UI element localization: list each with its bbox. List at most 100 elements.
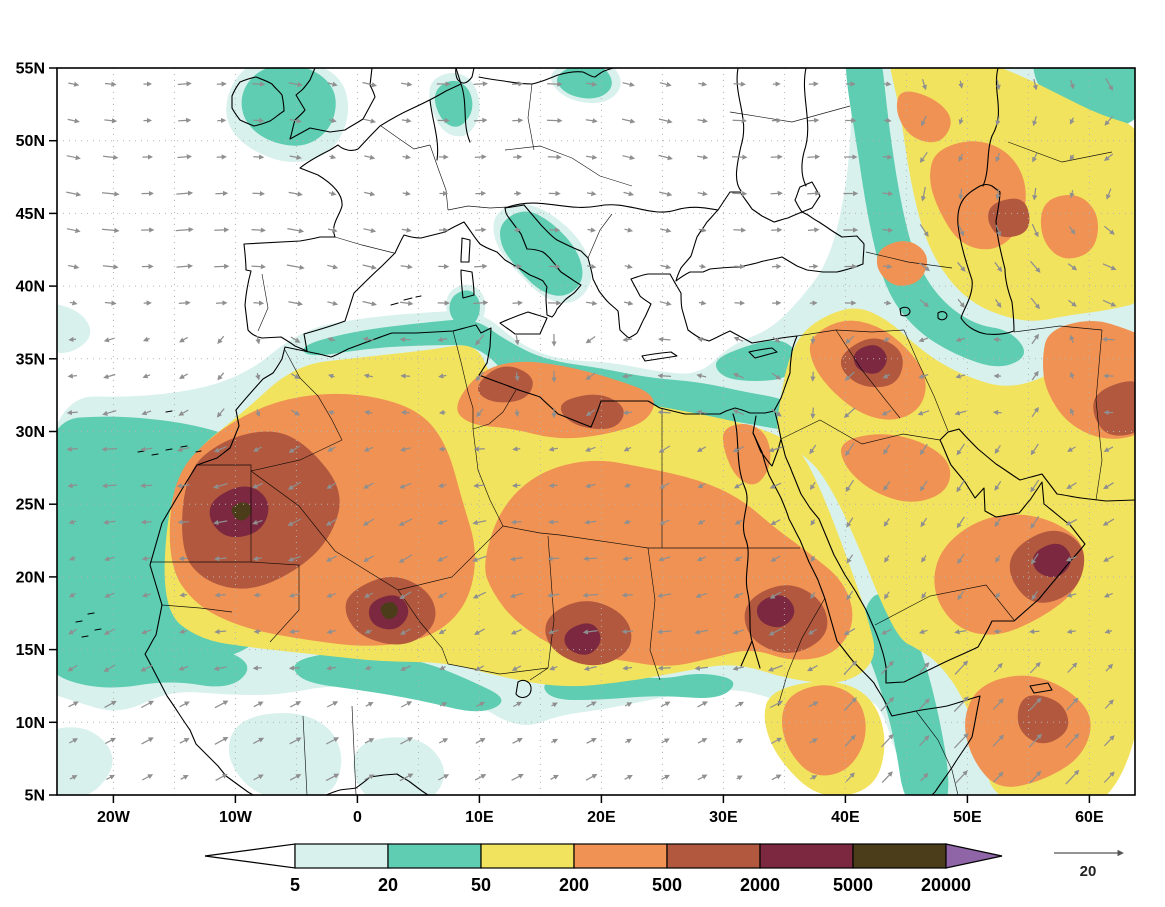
wind-arrow bbox=[582, 592, 599, 598]
wind-arrow bbox=[732, 665, 745, 671]
wind-arrow bbox=[734, 556, 743, 562]
wind-arrow bbox=[104, 592, 115, 598]
wind-arrow bbox=[658, 336, 671, 342]
wind-arrow bbox=[473, 483, 486, 489]
wind-arrow bbox=[66, 409, 78, 416]
wind-arrow bbox=[807, 227, 820, 233]
wind-arrow bbox=[511, 773, 524, 781]
wind-arrow bbox=[1103, 735, 1115, 747]
wind-arrow bbox=[180, 774, 189, 780]
wind-arrow bbox=[770, 190, 783, 197]
colorbar-label: 20000 bbox=[921, 875, 971, 895]
wind-arrow bbox=[958, 188, 964, 200]
wind-arrow bbox=[329, 154, 337, 160]
wind-arrow bbox=[808, 701, 819, 708]
lat-label: 30N bbox=[16, 424, 45, 441]
dust-region-level-1 bbox=[845, 68, 1024, 367]
wind-arrow bbox=[363, 118, 377, 124]
wind-arrow bbox=[1069, 408, 1075, 416]
wind-arrow bbox=[694, 629, 709, 635]
wind-arrow bbox=[179, 738, 190, 744]
wind-arrow bbox=[994, 299, 1002, 308]
wind-arrow bbox=[771, 372, 782, 380]
wind-arrow bbox=[327, 410, 335, 416]
wind-arrow bbox=[475, 334, 485, 346]
wind-arrow bbox=[697, 701, 708, 708]
dust-region-level-1 bbox=[715, 340, 797, 381]
wind-arrow bbox=[550, 774, 559, 780]
wind-arrow bbox=[140, 446, 153, 452]
wind-arrow bbox=[921, 79, 927, 91]
wind-arrow bbox=[252, 190, 266, 197]
wind-arrow bbox=[474, 263, 488, 269]
wind-arrow bbox=[697, 336, 706, 343]
dust-region-level-0 bbox=[57, 304, 91, 353]
wind-arrow bbox=[398, 554, 413, 563]
wind-arrow bbox=[288, 592, 300, 598]
wind-arrow bbox=[657, 592, 672, 599]
wind-arrow bbox=[958, 224, 965, 237]
wind-arrow bbox=[255, 335, 261, 345]
wind-arrow bbox=[214, 263, 230, 269]
dust-region-level-1 bbox=[449, 290, 480, 326]
wind-arrow bbox=[400, 264, 413, 270]
wind-arrow bbox=[476, 408, 484, 418]
wind-arrow bbox=[68, 519, 77, 525]
wind-arrow bbox=[438, 373, 447, 379]
wind-arrow bbox=[622, 409, 632, 416]
wind-arrow bbox=[920, 772, 929, 782]
wind-arrow bbox=[1030, 516, 1040, 529]
wind-arrow bbox=[696, 409, 707, 415]
wind-arrow bbox=[547, 629, 559, 635]
wind-arrow bbox=[771, 774, 782, 781]
wind-arrow bbox=[326, 482, 337, 489]
lat-label: 15N bbox=[16, 642, 45, 659]
wind-arrow bbox=[880, 733, 894, 748]
wind-arrow bbox=[623, 446, 632, 452]
lat-label: 35N bbox=[16, 351, 45, 368]
wind-arrow bbox=[253, 117, 265, 124]
colorbar-segment bbox=[480, 843, 575, 869]
wind-arrow bbox=[994, 481, 1002, 491]
wind-arrow bbox=[1032, 116, 1038, 127]
wind-arrow bbox=[474, 774, 487, 781]
wind-arrow bbox=[551, 738, 559, 744]
wind-arrow bbox=[289, 737, 302, 745]
wind-arrow bbox=[364, 628, 373, 634]
colorbar: 5 20 50 200 500 2000 5000 20000 bbox=[204, 843, 1003, 895]
wind-arrow bbox=[68, 701, 79, 708]
wind-arrow bbox=[400, 701, 413, 708]
wind-arrow bbox=[697, 738, 708, 744]
wind-arrow bbox=[400, 665, 411, 671]
wind-arrow bbox=[68, 592, 77, 598]
wind-arrow bbox=[807, 154, 821, 160]
wind-arrow bbox=[548, 482, 558, 489]
wind-arrow bbox=[141, 555, 151, 562]
wind-arrow bbox=[399, 773, 414, 782]
lat-label: 25N bbox=[16, 497, 45, 514]
wind-arrow bbox=[475, 227, 487, 233]
wind-arrow bbox=[917, 410, 930, 416]
wind-arrow bbox=[585, 446, 596, 452]
dust-region-level-5 bbox=[853, 345, 887, 374]
wind-arrow bbox=[582, 629, 598, 635]
wind-arrow bbox=[217, 335, 225, 345]
lat-label: 55N bbox=[16, 61, 45, 78]
dust-region-level-6 bbox=[380, 602, 398, 620]
wind-arrow bbox=[509, 592, 523, 599]
wind-arrow bbox=[956, 443, 966, 456]
wind-arrow bbox=[363, 482, 374, 489]
wind-arrow bbox=[808, 81, 819, 87]
wind-arrow bbox=[658, 556, 671, 562]
lon-label: 10W bbox=[219, 809, 253, 826]
wind-arrow bbox=[362, 81, 378, 88]
wind-arrow bbox=[101, 191, 120, 197]
wind-arrow bbox=[473, 117, 488, 123]
wind-arrow bbox=[657, 665, 671, 671]
wind-arrow bbox=[1102, 263, 1117, 271]
wind-arrow bbox=[66, 191, 82, 197]
wind-arrow bbox=[364, 774, 375, 781]
wind-arrow bbox=[920, 517, 928, 528]
wind-arrow bbox=[287, 518, 302, 526]
